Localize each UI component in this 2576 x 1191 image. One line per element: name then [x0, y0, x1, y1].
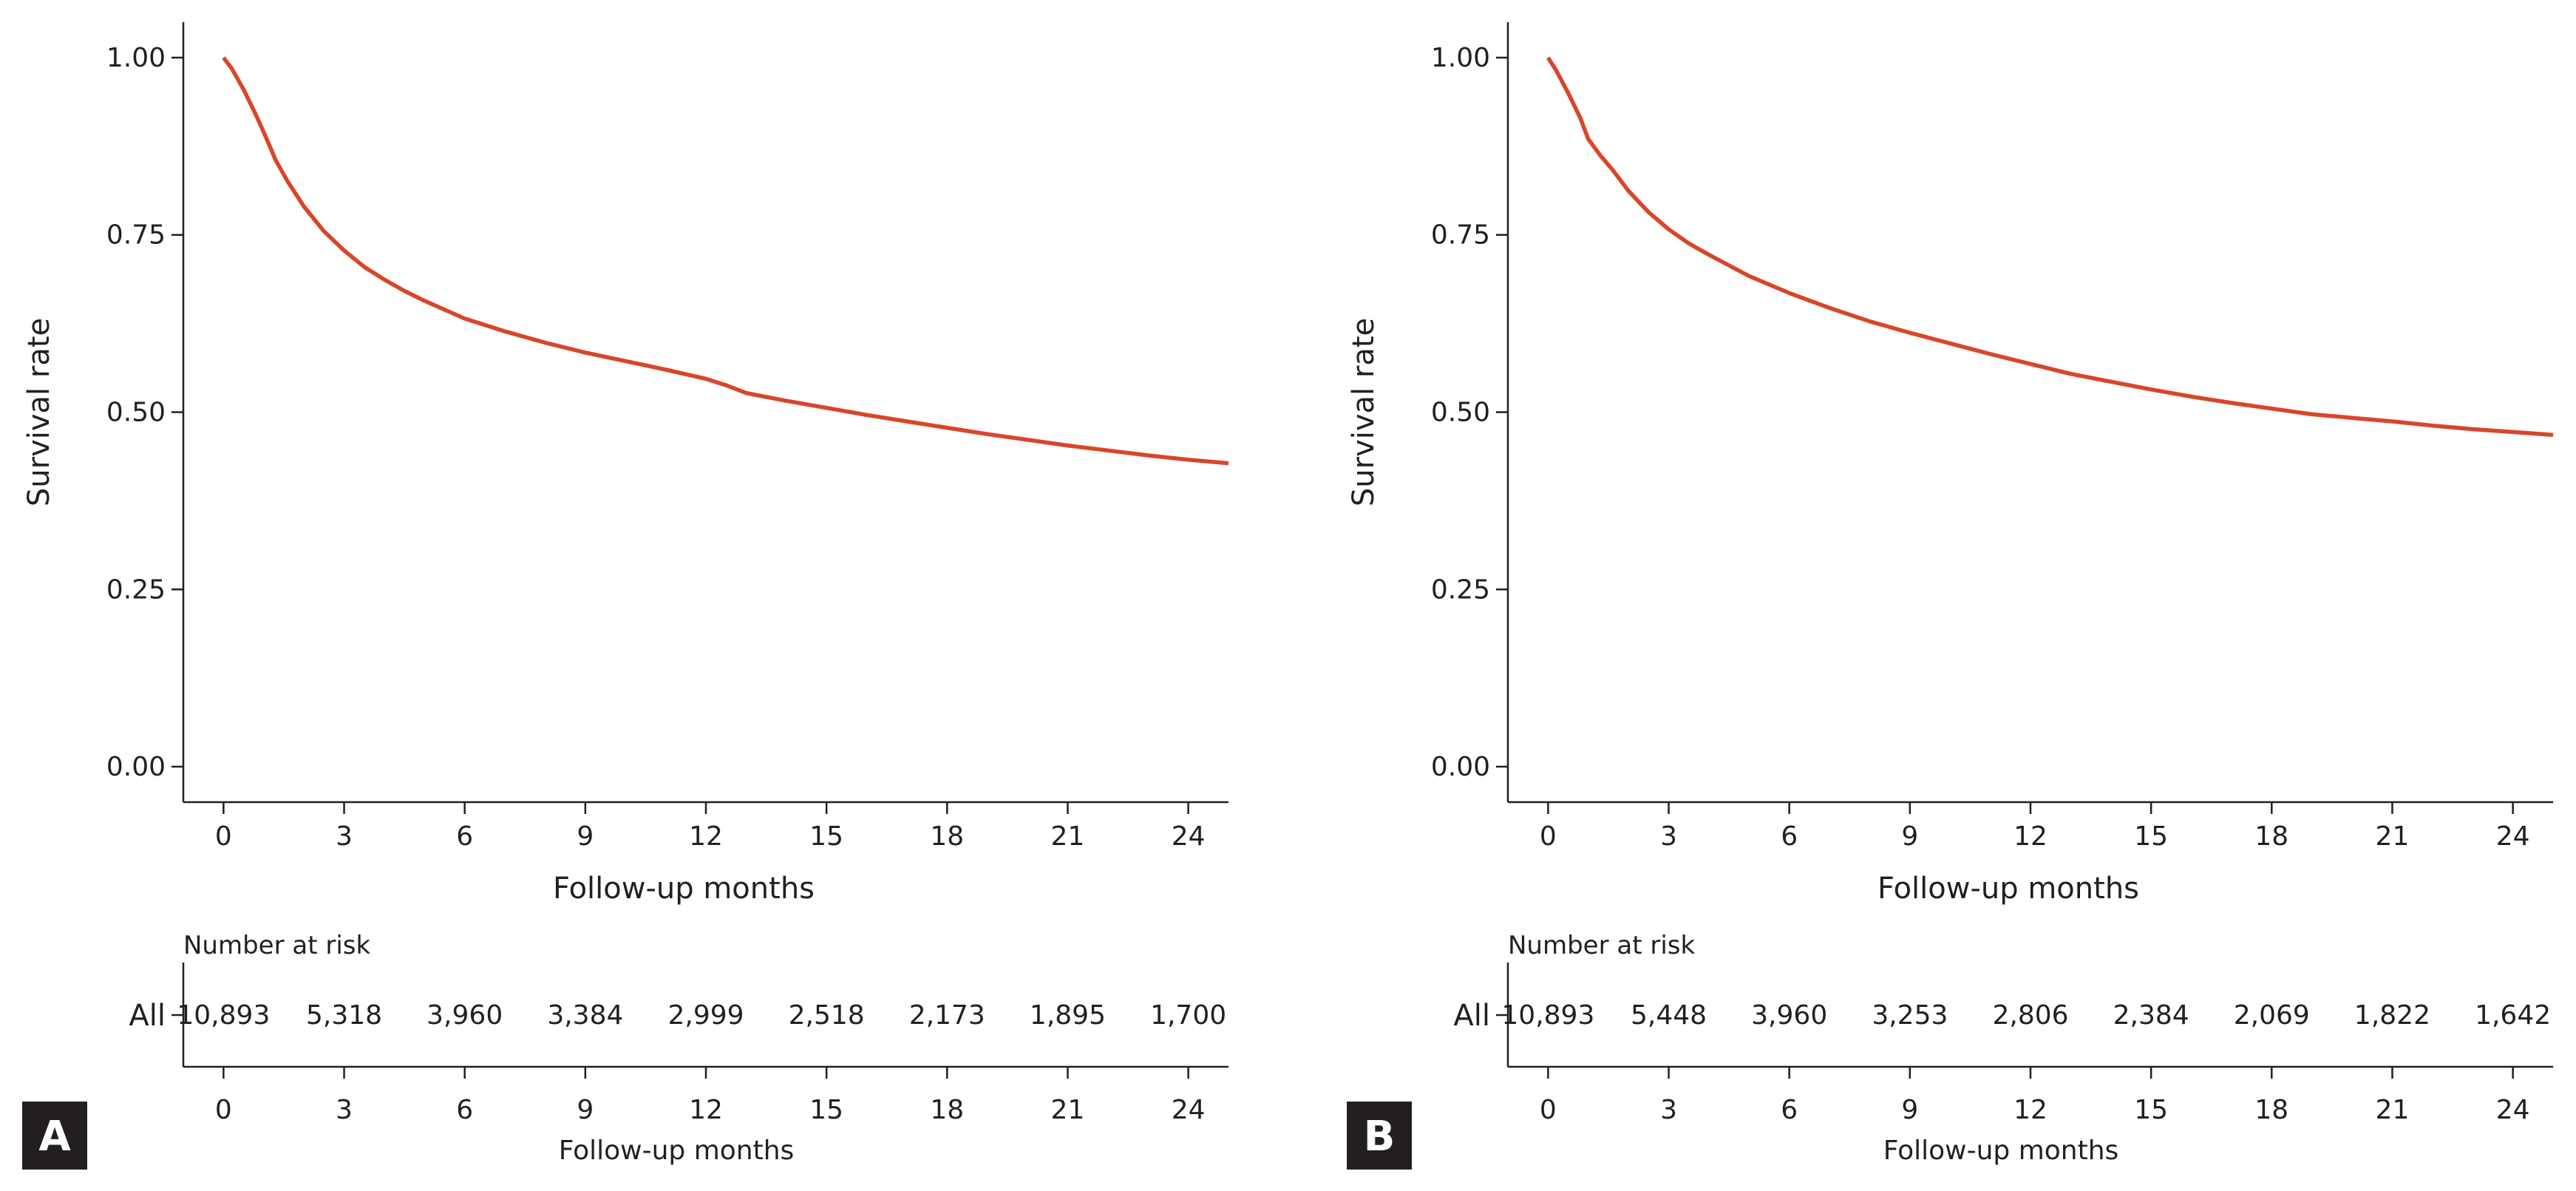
- risk-value: 2,999: [667, 1000, 744, 1031]
- y-tick-label: 1.00: [106, 43, 166, 73]
- x-tick-label: 9: [577, 821, 594, 852]
- x-tick-label: 18: [930, 821, 964, 852]
- risk-value: 1,895: [1030, 1000, 1106, 1031]
- y-axis-title: Survival rate: [1347, 318, 1381, 506]
- x-tick-label: 0: [215, 821, 232, 852]
- x-tick-label: 24: [1172, 821, 1206, 852]
- risk-value: 1,642: [2475, 1000, 2551, 1031]
- y-tick-label: 0.25: [106, 574, 166, 605]
- y-axis-title: Survival rate: [22, 318, 56, 506]
- x-tick-label: 6: [456, 821, 473, 852]
- y-tick-label: 0.00: [106, 752, 166, 782]
- x-axis-title: Follow-up months: [553, 872, 815, 906]
- risk-x-tick-label: 12: [689, 1095, 723, 1125]
- risk-value: 3,253: [1872, 1000, 1948, 1031]
- panel-a: 0.00 0.25 0.50 0.75 1.00 0 3 6 9 12 15 18 21 24 Follow…: [22, 22, 1229, 1170]
- panel-badge: [1347, 1102, 1412, 1170]
- y-tick-label: 0.00: [1431, 752, 1490, 782]
- risk-x-axis-title: Follow-up months: [559, 1136, 795, 1166]
- risk-table-title: Number at risk: [1508, 931, 1696, 960]
- panel-letter: A: [38, 1113, 71, 1161]
- risk-x-tick-label: 21: [1051, 1095, 1085, 1125]
- risk-value: 2,173: [909, 1000, 985, 1031]
- risk-x-tick-label: 24: [1172, 1095, 1206, 1125]
- risk-x-tick-label: 6: [1781, 1095, 1798, 1125]
- risk-value: 1,700: [1150, 1000, 1226, 1031]
- risk-x-tick-label: 6: [456, 1095, 473, 1125]
- risk-x-tick-label: 12: [2013, 1095, 2047, 1125]
- x-tick-label: 24: [2496, 821, 2530, 852]
- risk-x-tick-label: 0: [215, 1095, 232, 1125]
- survival-curve: [222, 56, 1229, 466]
- risk-value: 2,069: [2234, 1000, 2310, 1031]
- x-tick-label: 3: [336, 821, 353, 852]
- x-tick-label: 6: [1781, 821, 1798, 852]
- x-tick-label: 12: [689, 821, 723, 852]
- risk-x-tick-label: 0: [1540, 1095, 1557, 1125]
- y-tick-label: 1.00: [1431, 43, 1490, 73]
- risk-table-title: Number at risk: [183, 931, 371, 960]
- x-tick-label: 15: [809, 821, 843, 852]
- risk-x-tick-label: 15: [809, 1095, 843, 1125]
- x-tick-label: 0: [1540, 821, 1557, 852]
- y-tick-label: 0.50: [1431, 398, 1490, 428]
- risk-value: 2,518: [789, 1000, 865, 1031]
- x-tick-label: 18: [2254, 821, 2288, 852]
- risk-x-tick-label: 9: [1901, 1095, 1918, 1125]
- x-tick-label: 15: [2134, 821, 2168, 852]
- x-tick-label: 3: [1660, 821, 1677, 852]
- risk-value: 10,893: [1501, 1000, 1594, 1031]
- risk-x-tick-label: 3: [1660, 1095, 1677, 1125]
- risk-value: 3,960: [1751, 1000, 1827, 1031]
- risk-row-label: All: [1453, 999, 1490, 1033]
- risk-value: 5,448: [1631, 1000, 1707, 1031]
- risk-x-tick-label: 24: [2496, 1095, 2530, 1125]
- x-tick-label: 9: [1901, 821, 1918, 852]
- x-axis-title: Follow-up months: [1877, 872, 2139, 906]
- risk-value: 5,318: [306, 1000, 382, 1031]
- risk-value: 10,893: [177, 1000, 270, 1031]
- y-tick-label: 0.50: [106, 398, 166, 428]
- risk-value: 3,960: [426, 1000, 503, 1031]
- y-tick-label: 0.25: [1431, 574, 1490, 605]
- risk-value: 2,806: [1992, 1000, 2068, 1031]
- risk-x-tick-label: 15: [2134, 1095, 2168, 1125]
- risk-x-tick-label: 21: [2376, 1095, 2410, 1125]
- risk-x-tick-label: 9: [577, 1095, 594, 1125]
- panel-b: 0.00 0.25 0.50 0.75 1.00 0 3 6 9 12 15 18 21 24 Follow…: [1347, 22, 2554, 1170]
- x-tick-label: 21: [1051, 821, 1085, 852]
- panel-letter: B: [1364, 1113, 1396, 1161]
- risk-value: 1,822: [2354, 1000, 2430, 1031]
- risk-x-axis-title: Follow-up months: [1883, 1136, 2119, 1166]
- risk-value: 2,384: [2113, 1000, 2189, 1031]
- survival-curve: [1546, 56, 2554, 437]
- y-tick-label: 0.75: [1431, 220, 1490, 251]
- risk-value: 3,384: [547, 1000, 623, 1031]
- panel-badge: [22, 1102, 87, 1170]
- y-tick-label: 0.75: [106, 220, 166, 251]
- risk-x-tick-label: 18: [930, 1095, 964, 1125]
- x-tick-label: 12: [2013, 821, 2047, 852]
- risk-row-label: All: [129, 999, 166, 1033]
- x-tick-label: 21: [2376, 821, 2410, 852]
- risk-x-tick-label: 3: [336, 1095, 353, 1125]
- risk-x-tick-label: 18: [2254, 1095, 2288, 1125]
